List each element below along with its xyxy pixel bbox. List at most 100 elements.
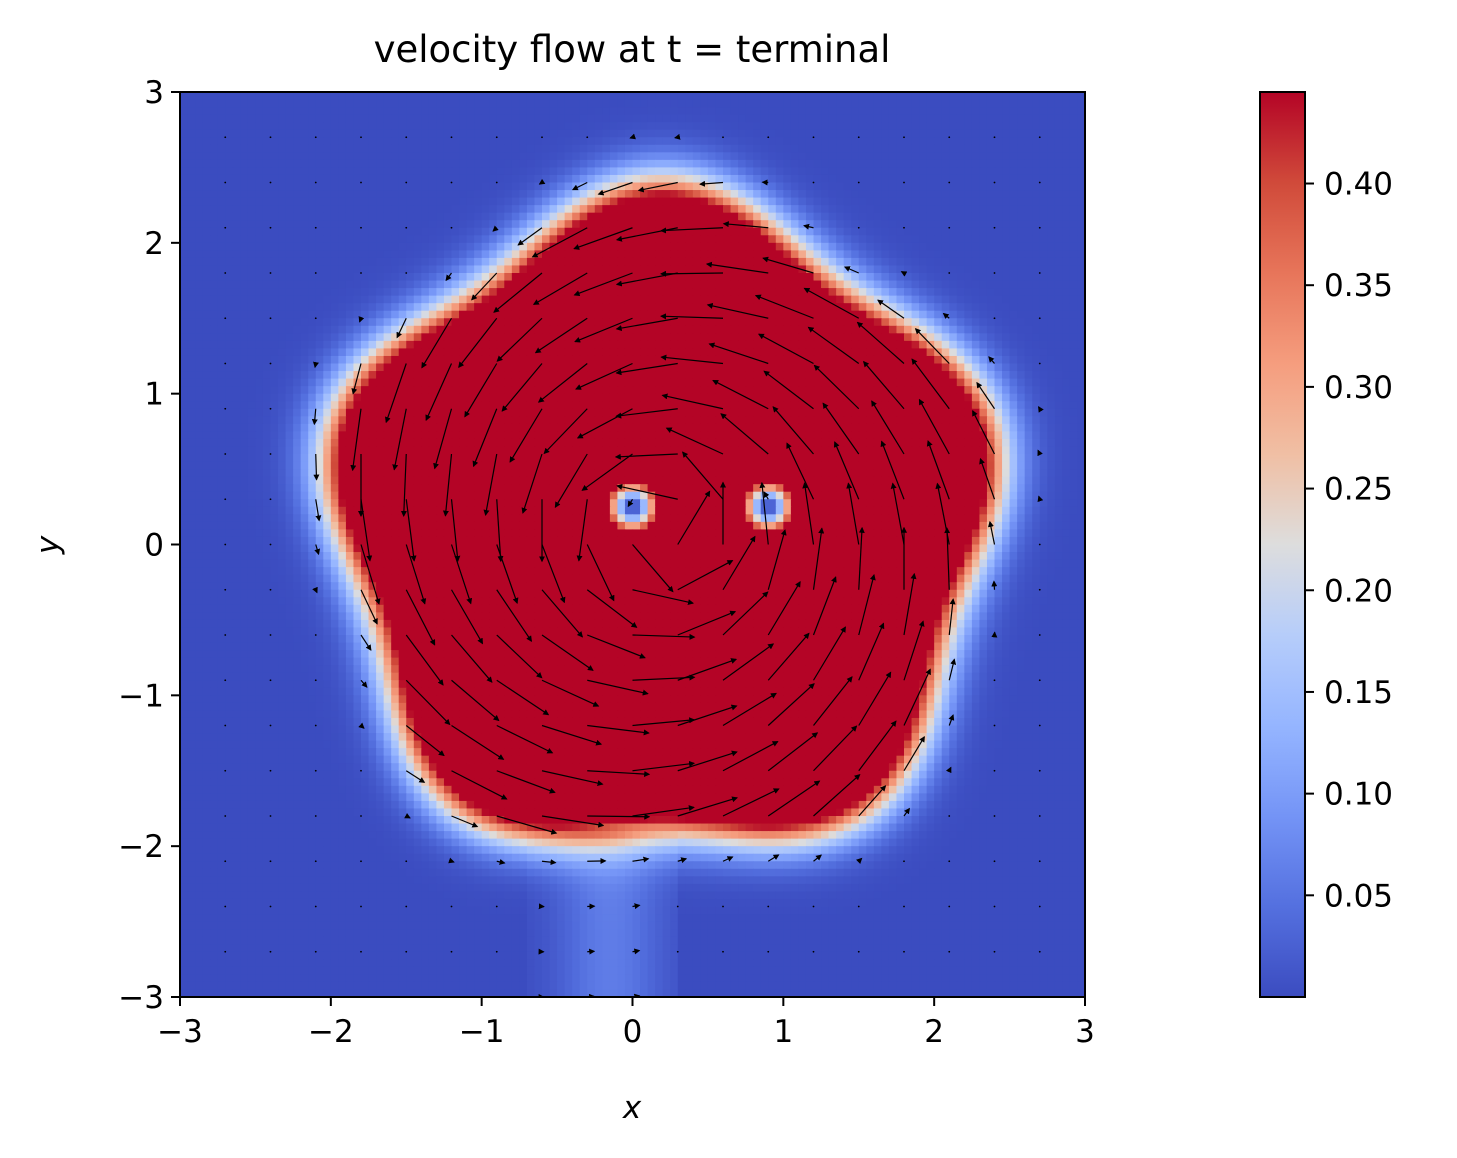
heatmap-cell bbox=[858, 242, 867, 251]
heatmap-cell bbox=[602, 303, 611, 312]
heatmap-cell bbox=[753, 190, 762, 199]
heatmap-cell bbox=[700, 129, 709, 138]
heatmap-cell bbox=[315, 144, 324, 153]
heatmap-cell bbox=[783, 122, 792, 131]
heatmap-cell bbox=[730, 152, 739, 161]
heatmap-cell bbox=[911, 333, 920, 342]
heatmap-cell bbox=[956, 265, 965, 274]
heatmap-cell bbox=[624, 273, 634, 282]
heatmap-cell bbox=[662, 122, 671, 131]
heatmap-cell bbox=[1054, 386, 1063, 395]
heatmap-cell bbox=[715, 167, 724, 176]
heatmap-cell bbox=[519, 167, 528, 176]
heatmap-cell bbox=[662, 167, 671, 176]
heatmap-cell bbox=[542, 242, 551, 251]
heatmap-cell bbox=[361, 340, 370, 350]
heatmap-cell bbox=[338, 159, 347, 169]
heatmap-cell bbox=[707, 220, 717, 229]
heatmap-cell bbox=[888, 167, 898, 176]
heatmap-cell bbox=[941, 280, 950, 289]
heatmap-cell bbox=[1009, 235, 1018, 244]
heatmap-cell bbox=[768, 205, 777, 214]
heatmap-cell bbox=[270, 92, 279, 101]
heatmap-cell bbox=[602, 205, 611, 214]
heatmap-cell bbox=[760, 182, 769, 191]
heatmap-cell bbox=[511, 401, 520, 410]
heatmap-cell bbox=[881, 288, 890, 297]
heatmap-cell bbox=[700, 152, 709, 161]
heatmap-cell bbox=[971, 152, 981, 161]
heatmap-cell bbox=[549, 152, 558, 161]
heatmap-cell bbox=[406, 310, 415, 319]
heatmap-cell bbox=[821, 190, 830, 199]
heatmap-cell bbox=[919, 122, 928, 131]
heatmap-cell bbox=[255, 144, 264, 153]
heatmap-cell bbox=[904, 144, 913, 153]
heatmap-cell bbox=[836, 295, 845, 304]
heatmap-cell bbox=[262, 257, 272, 267]
heatmap-cell bbox=[436, 107, 445, 116]
heatmap-cell bbox=[496, 122, 505, 131]
heatmap-cell bbox=[421, 107, 430, 116]
heatmap-cell bbox=[790, 340, 800, 350]
heatmap-cell bbox=[1047, 235, 1056, 244]
heatmap-cell bbox=[858, 167, 867, 176]
heatmap-cell bbox=[557, 220, 566, 229]
heatmap-cell bbox=[330, 205, 339, 214]
heatmap-cell bbox=[986, 144, 996, 153]
heatmap-cell bbox=[398, 310, 407, 319]
heatmap-cell bbox=[1077, 318, 1085, 327]
heatmap-cell bbox=[745, 182, 754, 191]
heatmap-cell bbox=[904, 129, 913, 138]
heatmap-cell bbox=[345, 197, 355, 206]
heatmap-cell bbox=[421, 348, 430, 357]
heatmap-cell bbox=[270, 355, 279, 365]
heatmap-cell bbox=[1062, 257, 1071, 267]
heatmap-cell bbox=[836, 318, 845, 327]
heatmap-cell bbox=[979, 152, 988, 161]
heatmap-cell bbox=[406, 99, 415, 108]
heatmap-cell bbox=[836, 114, 845, 123]
heatmap-cell bbox=[768, 129, 777, 138]
heatmap-cell bbox=[217, 174, 226, 184]
heatmap-cell bbox=[821, 235, 830, 244]
heatmap-cell bbox=[1002, 325, 1011, 334]
heatmap-cell bbox=[790, 167, 800, 176]
heatmap-cell bbox=[474, 378, 483, 387]
heatmap-cell bbox=[489, 182, 498, 191]
heatmap-cell bbox=[345, 318, 355, 327]
heatmap-cell bbox=[866, 363, 875, 372]
heatmap-cell bbox=[1054, 273, 1063, 282]
heatmap-cell bbox=[255, 401, 264, 410]
heatmap-cell bbox=[383, 174, 392, 184]
heatmap-cell bbox=[836, 363, 845, 372]
heatmap-cell bbox=[730, 212, 739, 221]
heatmap-cell bbox=[557, 348, 566, 357]
heatmap-cell bbox=[670, 235, 679, 244]
heatmap-cell bbox=[813, 333, 822, 342]
heatmap-cell bbox=[579, 144, 588, 153]
heatmap-cell bbox=[1047, 310, 1056, 319]
heatmap-cell bbox=[1002, 333, 1011, 342]
heatmap-cell bbox=[187, 220, 196, 229]
heatmap-cell bbox=[647, 167, 656, 176]
heatmap-cell bbox=[459, 220, 468, 229]
heatmap-cell bbox=[210, 174, 219, 184]
heatmap-cell bbox=[858, 288, 867, 297]
heatmap-cell bbox=[557, 242, 566, 251]
heatmap-cell bbox=[670, 280, 679, 289]
heatmap-cell bbox=[1009, 122, 1018, 131]
heatmap-cell bbox=[821, 92, 830, 101]
heatmap-cell bbox=[391, 273, 400, 282]
heatmap-cell bbox=[692, 295, 701, 304]
heatmap-cell bbox=[391, 325, 400, 334]
heatmap-cell bbox=[1054, 257, 1063, 267]
heatmap-cell bbox=[956, 250, 965, 259]
heatmap-cell bbox=[210, 386, 219, 395]
heatmap-cell bbox=[888, 99, 898, 108]
heatmap-cell bbox=[1062, 393, 1071, 402]
heatmap-cell bbox=[934, 333, 943, 342]
heatmap-cell bbox=[1069, 190, 1079, 199]
heatmap-cell bbox=[232, 235, 241, 244]
heatmap-cell bbox=[308, 190, 317, 199]
